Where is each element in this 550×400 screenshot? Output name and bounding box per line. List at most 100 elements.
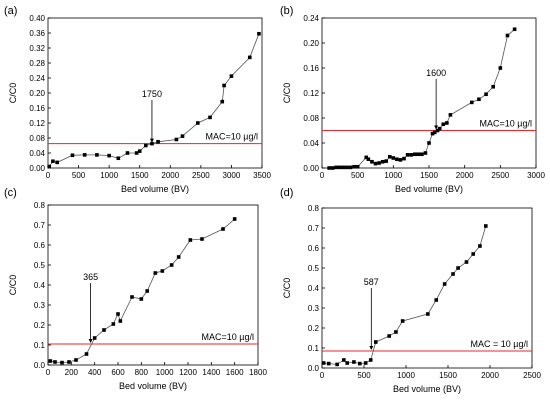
panel-3-annotation-label: 365 xyxy=(83,272,98,282)
panel-3-data-point xyxy=(221,227,225,231)
panel-2-xtick-label: 500 xyxy=(351,171,365,180)
panel-4-ylabel: C/C0 xyxy=(282,278,292,299)
panel-3-data-point xyxy=(60,360,64,365)
panel-4-annotation-label: 587 xyxy=(364,277,379,287)
panel-2-data-point xyxy=(484,92,488,97)
panel-1-data-point xyxy=(222,83,226,88)
panel-3-data-point xyxy=(74,358,78,362)
panel-3-data-point xyxy=(153,271,158,275)
panel-3-data-point xyxy=(169,263,174,267)
panel-4-data-point xyxy=(373,340,378,344)
panel-4-data-point xyxy=(434,298,439,302)
panel-3-data-point xyxy=(200,237,204,241)
panel-3-xtick-label: 0 xyxy=(46,368,51,377)
panel-1-data-point xyxy=(174,137,179,142)
panel-3-xtick-label: 600 xyxy=(111,368,125,377)
panel-2-data-point xyxy=(380,159,385,164)
panel-4-ytick-label: 0.3 xyxy=(308,304,320,313)
panel-2-data-point xyxy=(427,141,431,145)
panel-4-data-point xyxy=(321,361,326,365)
panel-4-xtick-label: 2000 xyxy=(481,371,499,380)
panel-1-data-point xyxy=(51,159,55,164)
panel-2-data-point xyxy=(398,158,403,162)
panel-2-xtick-label: 0 xyxy=(320,171,325,180)
panel-3-data-point xyxy=(232,217,237,221)
panel-3-data-point xyxy=(145,289,149,293)
panel-3-ytick-label: 0.2 xyxy=(34,321,46,330)
panel-3-data-point xyxy=(139,297,144,301)
panel-2-mac-label: MAC=10 µg/l xyxy=(480,119,532,129)
panel-3-data-point xyxy=(102,328,106,332)
panel-1-data-point xyxy=(125,151,130,155)
panel-2-data-point xyxy=(430,131,435,136)
panel-2-data-point xyxy=(370,159,374,164)
panel-4-ytick-label: 0.0 xyxy=(308,364,320,373)
panel-3-data-point xyxy=(92,336,97,340)
panel-3-xtick-label: 1400 xyxy=(202,368,220,377)
panel-2-data-point xyxy=(364,155,369,160)
panel-2-xtick-label: 2000 xyxy=(456,171,474,180)
panel-2-ytick-label: 0.00 xyxy=(303,164,319,173)
panel-4-data-point xyxy=(471,252,475,256)
panel-1-ytick-label: 0.16 xyxy=(29,104,45,113)
panel-2-label: (b) xyxy=(280,5,293,17)
panel-2-data-point xyxy=(420,152,424,157)
panel-2-annotation-label: 1600 xyxy=(426,68,446,78)
panel-2-data-point xyxy=(373,161,378,166)
panel-2-data-point xyxy=(470,100,474,105)
panel-1-xtick-label: 3500 xyxy=(253,171,271,180)
panel-3-ytick-label: 0.5 xyxy=(34,261,46,270)
panel-2-data-point xyxy=(405,153,410,157)
panel-4-data-point xyxy=(387,334,391,338)
panel-1-ylabel: C/C0 xyxy=(8,83,18,104)
panel-1-data-point xyxy=(257,31,261,36)
panel-4-label: (d) xyxy=(280,187,293,199)
panel-4-series-line xyxy=(323,225,487,365)
panel-4-data-point xyxy=(335,362,339,367)
panel-4-data-point xyxy=(345,361,349,365)
panel-2-data-point xyxy=(498,66,503,70)
panel-3-ylabel: C/C0 xyxy=(8,275,18,296)
panel-3-ytick-label: 0.3 xyxy=(34,301,46,310)
panel-4-xtick-label: 1500 xyxy=(439,371,457,380)
panel-1-data-point xyxy=(107,153,111,158)
panel-4-data-point xyxy=(478,244,482,248)
panel-2-data-point xyxy=(391,156,396,160)
panel-4-data-point xyxy=(326,361,331,366)
panel-2-xlabel: Bed volume (BV) xyxy=(395,184,463,194)
panel-2-ytick-label: 0.12 xyxy=(303,89,319,98)
panel-4-data-point xyxy=(451,272,455,276)
panel-3-annotation-arrowhead xyxy=(88,339,93,343)
panel-4-data-point xyxy=(394,330,398,334)
panel-4-xlabel: Bed volume (BV) xyxy=(393,384,461,394)
panel-2-data-point xyxy=(327,166,331,170)
panel-1-xtick-label: 0 xyxy=(46,171,51,180)
panel-1-xtick-label: 2000 xyxy=(161,171,179,180)
panel-3-data-point xyxy=(53,360,57,364)
panel-1-ytick-label: 0.28 xyxy=(29,59,45,68)
panel-2-data-point xyxy=(432,130,437,135)
panel-2-data-point xyxy=(330,166,335,170)
panel-1-data-point xyxy=(220,99,225,104)
panel-4-mac-label: MAC = 10 µg/l xyxy=(471,339,528,349)
panel-1-data-point xyxy=(82,153,87,157)
panel-2-ytick-label: 0.16 xyxy=(303,64,319,73)
panel-4-data-point xyxy=(464,260,469,264)
panel-1-ytick-label: 0.08 xyxy=(29,134,45,143)
panel-4-ytick-label: 0.8 xyxy=(308,204,320,213)
panel-1-ytick-label: 0.00 xyxy=(29,164,45,173)
panel-4-data-point xyxy=(352,360,356,364)
panel-4-ytick-label: 0.5 xyxy=(308,264,320,273)
panel-2-data-point xyxy=(505,33,510,38)
panel-3-xtick-label: 1000 xyxy=(156,368,174,377)
panel-2-data-point xyxy=(448,113,453,117)
panel-2-xtick-label: 1500 xyxy=(420,171,438,180)
panel-2-data-point xyxy=(341,165,346,170)
panel-2-data-point xyxy=(348,165,353,170)
panel-2-data-point xyxy=(345,165,349,170)
panel-2-data-point xyxy=(437,126,442,131)
panel-4-ytick-label: 0.4 xyxy=(308,284,320,293)
panel-2-data-point xyxy=(384,159,388,163)
panel-1-data-point xyxy=(208,115,212,120)
